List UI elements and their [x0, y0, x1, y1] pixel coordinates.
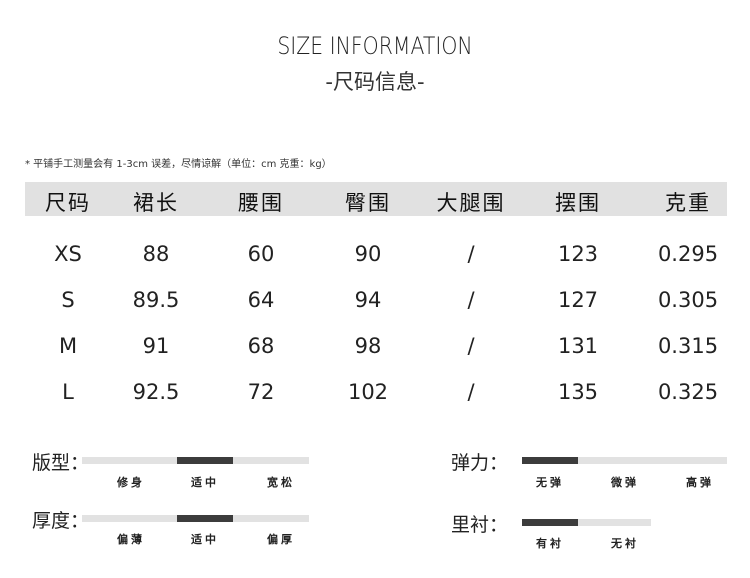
- attribute-option: 微弹: [611, 476, 639, 489]
- table-cell: L: [62, 380, 74, 404]
- table-cell: 0.305: [657, 288, 719, 312]
- table-cell: 88: [142, 242, 170, 266]
- attribute-scale: [522, 457, 727, 464]
- table-cell: /: [467, 288, 475, 312]
- table-cell: 135: [557, 380, 599, 404]
- table-cell: 72: [247, 380, 275, 404]
- table-cell: 0.315: [657, 334, 719, 358]
- attribute-indicator: [177, 457, 233, 464]
- table-cell: XS: [54, 242, 82, 266]
- attribute-option: 偏薄: [117, 533, 145, 546]
- column-header: 臀围: [345, 191, 391, 215]
- measurement-note: * 平铺手工测量会有 1-3cm 误差，尽情谅解（单位：cm 克重：kg）: [25, 159, 332, 170]
- table-cell: M: [58, 334, 78, 358]
- attribute-scale: [522, 519, 651, 526]
- table-cell: 90: [354, 242, 382, 266]
- attribute-label: 版型：: [32, 452, 90, 474]
- attribute-label: 弹力：: [451, 452, 509, 474]
- table-cell: 94: [354, 288, 382, 312]
- table-cell: /: [467, 334, 475, 358]
- table-cell: 102: [347, 380, 389, 404]
- attribute-option: 无衬: [611, 537, 639, 550]
- attribute-option: 高弹: [686, 476, 714, 489]
- table-cell: 92.5: [132, 380, 180, 404]
- attribute-indicator: [522, 457, 578, 464]
- page-title: SIZE INFORMATION: [277, 32, 473, 60]
- table-cell: 123: [557, 242, 599, 266]
- column-header: 大腿围: [436, 191, 506, 215]
- table-cell: /: [467, 242, 475, 266]
- attribute-option: 适中: [191, 476, 219, 489]
- column-header: 克重: [665, 191, 711, 215]
- table-cell: 89.5: [132, 288, 180, 312]
- column-header: 摆围: [555, 191, 601, 215]
- table-cell: S: [61, 288, 75, 312]
- attribute-option: 无弹: [536, 476, 564, 489]
- attribute-indicator: [522, 519, 578, 526]
- table-cell: 68: [247, 334, 275, 358]
- column-header: 腰围: [238, 191, 284, 215]
- attribute-option: 偏厚: [267, 533, 295, 546]
- attribute-option: 修身: [117, 476, 145, 489]
- table-cell: 60: [247, 242, 275, 266]
- attribute-option: 宽松: [267, 476, 295, 489]
- table-cell: 64: [247, 288, 275, 312]
- table-header: [25, 182, 727, 216]
- table-cell: 91: [142, 334, 170, 358]
- attribute-option: 适中: [191, 533, 219, 546]
- attribute-scale: [82, 457, 309, 464]
- page-subtitle: -尺码信息-: [325, 70, 425, 94]
- table-cell: /: [467, 380, 475, 404]
- table-cell: 127: [557, 288, 599, 312]
- table-cell: 0.295: [657, 242, 719, 266]
- attribute-label: 里衬：: [451, 514, 509, 536]
- column-header: 裙长: [133, 191, 179, 215]
- attribute-scale: [82, 515, 309, 522]
- attribute-option: 有衬: [536, 537, 564, 550]
- table-cell: 98: [354, 334, 382, 358]
- attribute-indicator: [177, 515, 233, 522]
- attribute-label: 厚度：: [32, 510, 90, 532]
- column-header: 尺码: [45, 191, 91, 215]
- table-cell: 131: [557, 334, 599, 358]
- table-cell: 0.325: [657, 380, 719, 404]
